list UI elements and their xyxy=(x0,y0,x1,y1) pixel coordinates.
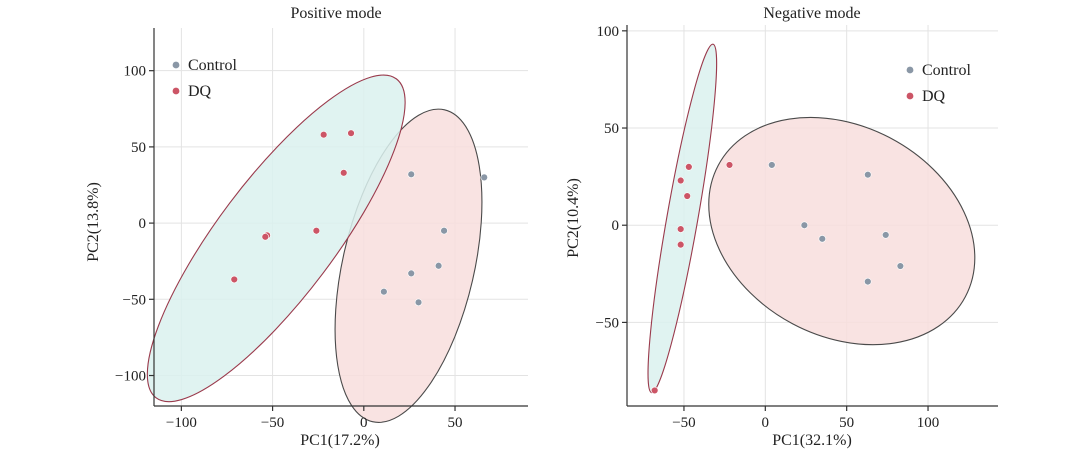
x-tick-label: −50 xyxy=(672,415,695,431)
confidence-ellipses xyxy=(647,43,976,394)
data-point-control xyxy=(896,262,905,270)
legend-label-control: Control xyxy=(188,57,237,74)
data-point-control xyxy=(434,262,443,270)
data-point-dq xyxy=(261,233,269,241)
confidence-ellipses xyxy=(146,74,483,423)
data-point-control xyxy=(882,231,890,239)
x-tick-label: −100 xyxy=(166,415,197,431)
y-axis-label: PC2(13.8%) xyxy=(85,182,102,262)
data-point-dq xyxy=(676,176,685,185)
legend-marker-control xyxy=(172,61,180,69)
legend: Control DQ xyxy=(172,57,237,100)
data-point-dq xyxy=(319,130,328,139)
data-points xyxy=(650,161,905,395)
x-tick-label: 100 xyxy=(917,415,940,431)
data-point-control xyxy=(380,287,388,296)
legend: Control DQ xyxy=(906,62,971,105)
data-point-control xyxy=(864,170,872,179)
data-point-dq xyxy=(685,163,693,171)
y-tick-label: −50 xyxy=(596,315,619,331)
data-point-control xyxy=(768,161,776,169)
negative-mode-panel: Negative mode −50 0 50 100 −50 0 50 100 PC1(32.… xyxy=(565,5,998,449)
confidence-ellipse-control xyxy=(708,116,976,346)
data-point-dq xyxy=(312,227,321,235)
legend-label-dq: DQ xyxy=(922,88,946,105)
x-axis-label: PC1(17.2%) xyxy=(300,432,380,449)
data-point-control xyxy=(407,170,415,179)
data-point-control xyxy=(407,269,415,278)
x-tick-label: −50 xyxy=(261,415,284,431)
data-point-dq xyxy=(230,275,238,284)
legend-label-control: Control xyxy=(922,62,971,79)
positive-mode-panel: Positive mode −100 −50 0 50 −100 −50 0 50 100 PC… xyxy=(85,5,528,449)
axis-ticks: −50 0 50 100 −50 0 50 100 xyxy=(596,24,940,431)
data-point-dq xyxy=(650,386,659,395)
legend-marker-dq xyxy=(172,87,180,95)
chart-title: Negative mode xyxy=(763,5,860,22)
y-tick-label: 50 xyxy=(604,121,619,137)
data-point-control xyxy=(800,221,809,229)
y-tick-label: 50 xyxy=(131,140,146,156)
y-tick-label: 100 xyxy=(597,24,620,40)
data-point-dq xyxy=(676,225,685,233)
data-point-control xyxy=(818,235,826,243)
data-points xyxy=(230,129,488,307)
data-point-dq xyxy=(676,240,685,249)
legend-marker-control xyxy=(906,66,914,74)
x-tick-label: 50 xyxy=(839,415,854,431)
x-tick-label: 0 xyxy=(360,415,368,431)
data-point-control xyxy=(480,173,488,182)
data-point-dq xyxy=(725,161,734,169)
x-tick-label: 0 xyxy=(762,415,770,431)
legend-marker-dq xyxy=(906,92,914,100)
axis-ticks: −100 −50 0 50 −100 −50 0 50 100 xyxy=(115,64,462,431)
y-tick-label: −50 xyxy=(123,292,146,308)
y-tick-label: 0 xyxy=(139,216,147,232)
data-point-dq xyxy=(683,192,691,200)
chart-title: Positive mode xyxy=(290,5,381,22)
confidence-ellipse-dq xyxy=(647,43,718,394)
data-point-control xyxy=(440,227,448,235)
y-tick-label: 100 xyxy=(124,64,147,80)
y-tick-label: 0 xyxy=(612,218,620,234)
data-point-dq xyxy=(340,169,348,177)
legend-label-dq: DQ xyxy=(188,83,212,100)
y-tick-label: −100 xyxy=(115,369,146,385)
data-point-control xyxy=(414,298,423,307)
data-point-control xyxy=(864,277,872,286)
x-axis-label: PC1(32.1%) xyxy=(772,432,852,449)
y-axis-label: PC2(10.4%) xyxy=(565,178,582,258)
x-tick-label: 50 xyxy=(448,415,463,431)
confidence-ellipse-dq xyxy=(146,74,406,403)
data-point-dq xyxy=(347,129,355,137)
